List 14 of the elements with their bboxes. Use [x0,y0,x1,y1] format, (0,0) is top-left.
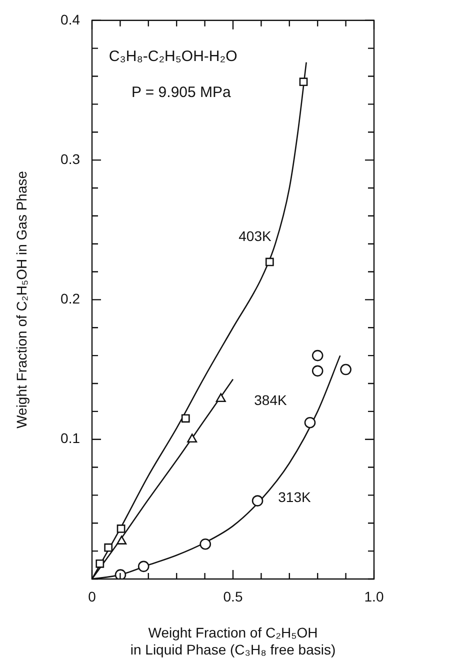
annotation: C₃H₈-C₂H₅OH-H₂O [108,48,238,65]
x-axis-title: Weight Fraction of C₂H₅OH in Liquid Phase (C₃H₈ free basis) [130,624,336,658]
annotation: 384K [254,392,288,408]
annotation: 313K [278,488,312,505]
x-tick-label: 0.5 [223,588,243,604]
x-tick-label: 0 [88,588,96,604]
y-tick-label: 0.4 [60,11,80,28]
annotation: 403K [238,228,272,244]
y-tick-label: 0.2 [60,290,80,307]
y-tick-label: 0.3 [60,150,80,167]
x-tick-label: 1.0 [364,588,384,604]
y-axis-title: Weight Fraction of C₂H₅OH in Gas Phase [13,170,30,428]
y-tick-label: 0.1 [60,430,80,446]
annotation: P = 9.905 MPa [131,84,232,102]
